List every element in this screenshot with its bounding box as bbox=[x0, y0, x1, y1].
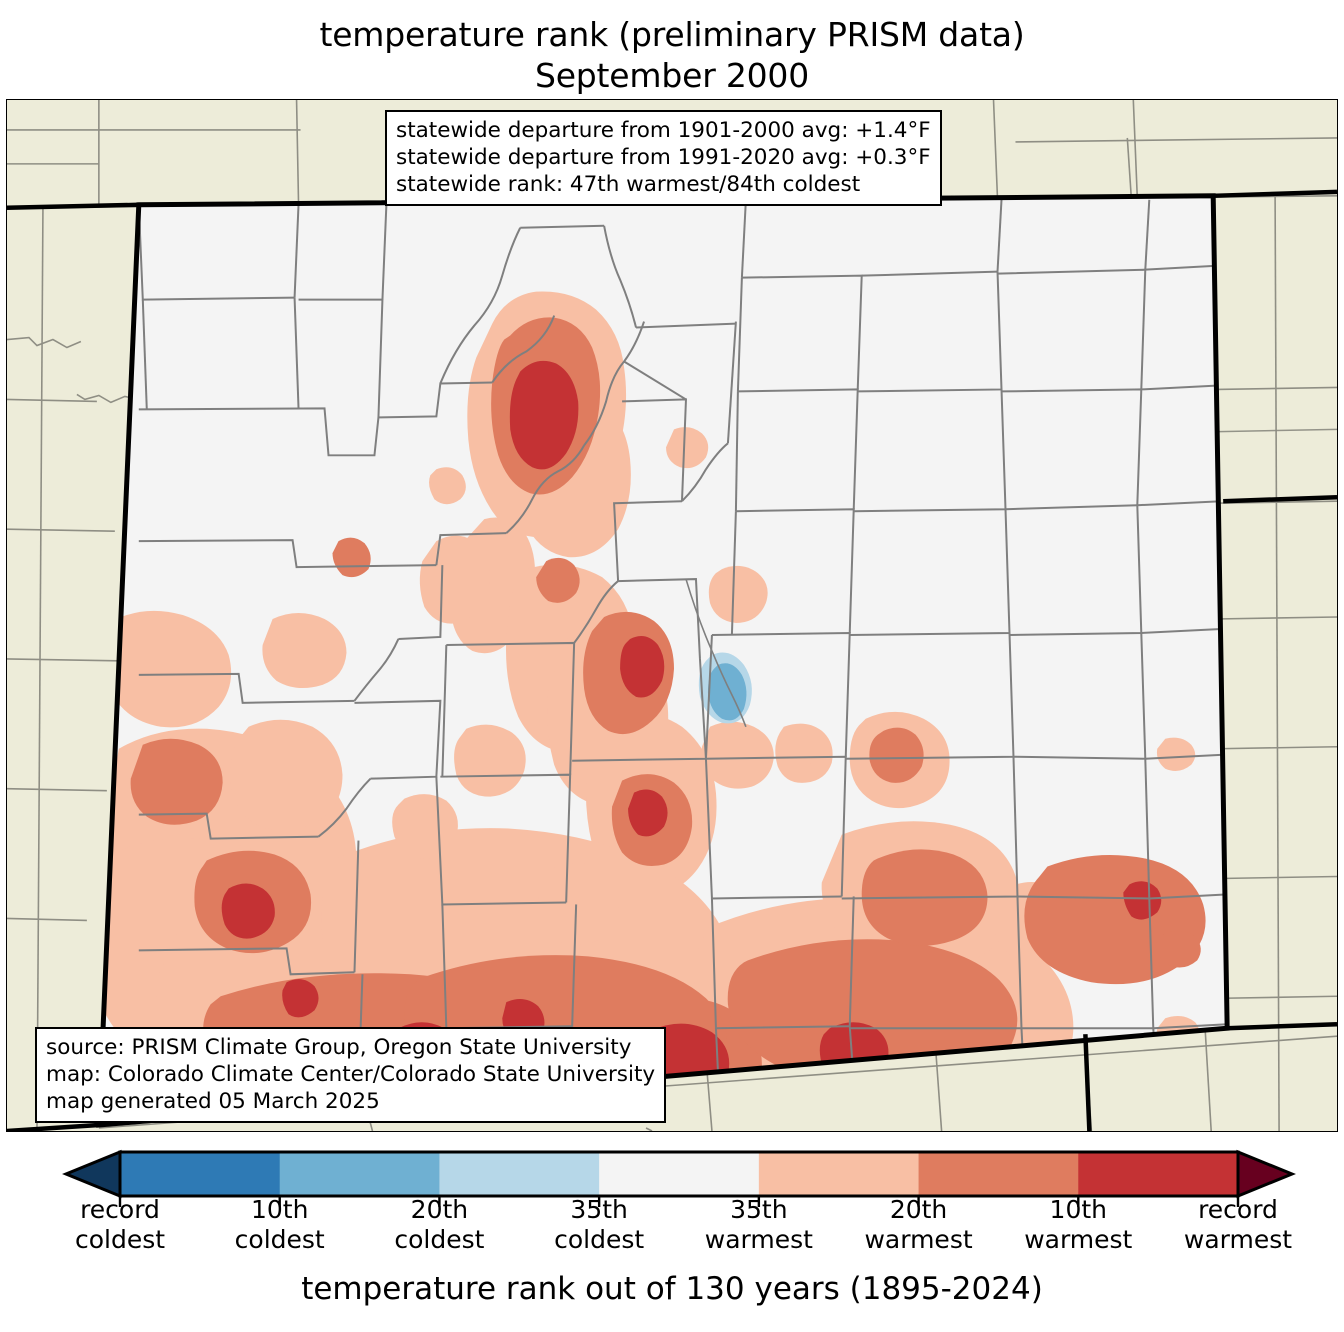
source-credits-box: source: PRISM Climate Group, Oregon Stat… bbox=[35, 1027, 667, 1123]
colorbar-tick-label: record warmest bbox=[1184, 1195, 1292, 1255]
source-line-3: map generated 05 March 2025 bbox=[46, 1089, 380, 1114]
colorbar-tick-label-line1: record bbox=[1198, 1195, 1278, 1224]
colorbar-tick-label-line2: coldest bbox=[74, 1225, 166, 1254]
colorbar-tick-label-line1: 10th bbox=[1049, 1195, 1108, 1224]
colorbar-tick-label: 35th warmest bbox=[705, 1195, 813, 1255]
colorbar-band bbox=[120, 1152, 281, 1196]
title-line-2: September 2000 bbox=[534, 56, 810, 95]
stats-line-1: statewide departure from 1901-2000 avg: … bbox=[396, 118, 931, 143]
colorbar-band bbox=[1078, 1152, 1239, 1196]
source-line-2: map: Colorado Climate Center/Colorado St… bbox=[46, 1062, 656, 1087]
colorbar-legend: record coldest 10th coldest 20th coldest 35th c… bbox=[0, 1138, 1344, 1332]
colorbar-tick-label-line2: coldest bbox=[394, 1225, 485, 1254]
colorado-temperature-rank-map bbox=[7, 100, 1337, 1131]
colorbar-tick-label: 20th coldest bbox=[394, 1195, 484, 1255]
colorbar-tick-label-line2: warmest bbox=[1183, 1225, 1293, 1254]
colorbar-tick-label-line1: 20th bbox=[889, 1195, 948, 1224]
colorbar-band bbox=[758, 1152, 920, 1196]
colorbar-tick-label-line1: record bbox=[80, 1195, 160, 1224]
colorbar-band bbox=[439, 1152, 600, 1196]
colorbar-tick-label-line2: warmest bbox=[864, 1225, 973, 1254]
colorbar-under-cap bbox=[62, 1149, 122, 1199]
colorbar-band bbox=[918, 1152, 1079, 1196]
colorbar-tick-label-line2: warmest bbox=[1024, 1225, 1133, 1254]
neighboring-state-borders bbox=[7, 189, 1337, 1131]
colorbar-tick-label: 20th warmest bbox=[864, 1195, 972, 1255]
colorado-interior bbox=[98, 195, 1228, 1126]
stats-line-2: statewide departure from 1991-2020 avg: … bbox=[396, 145, 931, 170]
colorbar-tick-label-line1: 10th bbox=[250, 1195, 309, 1224]
page-title: temperature rank (preliminary PRISM data… bbox=[0, 0, 1344, 96]
colorbar-band bbox=[599, 1152, 760, 1196]
colorbar-tick-label: 10th warmest bbox=[1024, 1195, 1132, 1255]
colorbar-over-cap bbox=[1236, 1149, 1296, 1199]
colorbar-tick-label: record coldest bbox=[75, 1195, 165, 1255]
stats-line-3: statewide rank: 47th warmest/84th coldes… bbox=[396, 172, 861, 197]
colorbar-tick-label: 35th coldest bbox=[554, 1195, 644, 1255]
colorbar-tick-label-line1: 20th bbox=[410, 1195, 469, 1224]
colorbar-outline bbox=[118, 1150, 1240, 1198]
colorbar-tick-label-line1: 35th bbox=[570, 1195, 628, 1224]
colorbar-tick-labels: record coldest 10th coldest 20th coldest 35th c… bbox=[0, 1195, 1344, 1265]
map-panel: statewide departure from 1901-2000 avg: … bbox=[6, 99, 1338, 1132]
colorbar-tick-label-line1: 35th bbox=[730, 1195, 788, 1224]
colorbar-band bbox=[279, 1152, 441, 1196]
colorbar-tick-label-line2: warmest bbox=[704, 1225, 813, 1254]
title-line-1: temperature rank (preliminary PRISM data… bbox=[319, 15, 1025, 54]
colorbar-tick-label-line2: coldest bbox=[554, 1225, 645, 1254]
source-line-1: source: PRISM Climate Group, Oregon Stat… bbox=[46, 1035, 632, 1060]
colorbar-swatches bbox=[62, 1149, 1296, 1207]
colorbar-tick-label-line2: coldest bbox=[234, 1225, 325, 1254]
colorbar-tick-label: 10th coldest bbox=[235, 1195, 325, 1255]
statewide-stats-box: statewide departure from 1901-2000 avg: … bbox=[385, 110, 942, 206]
colorbar-caption: temperature rank out of 130 years (1895-… bbox=[301, 1271, 1043, 1307]
